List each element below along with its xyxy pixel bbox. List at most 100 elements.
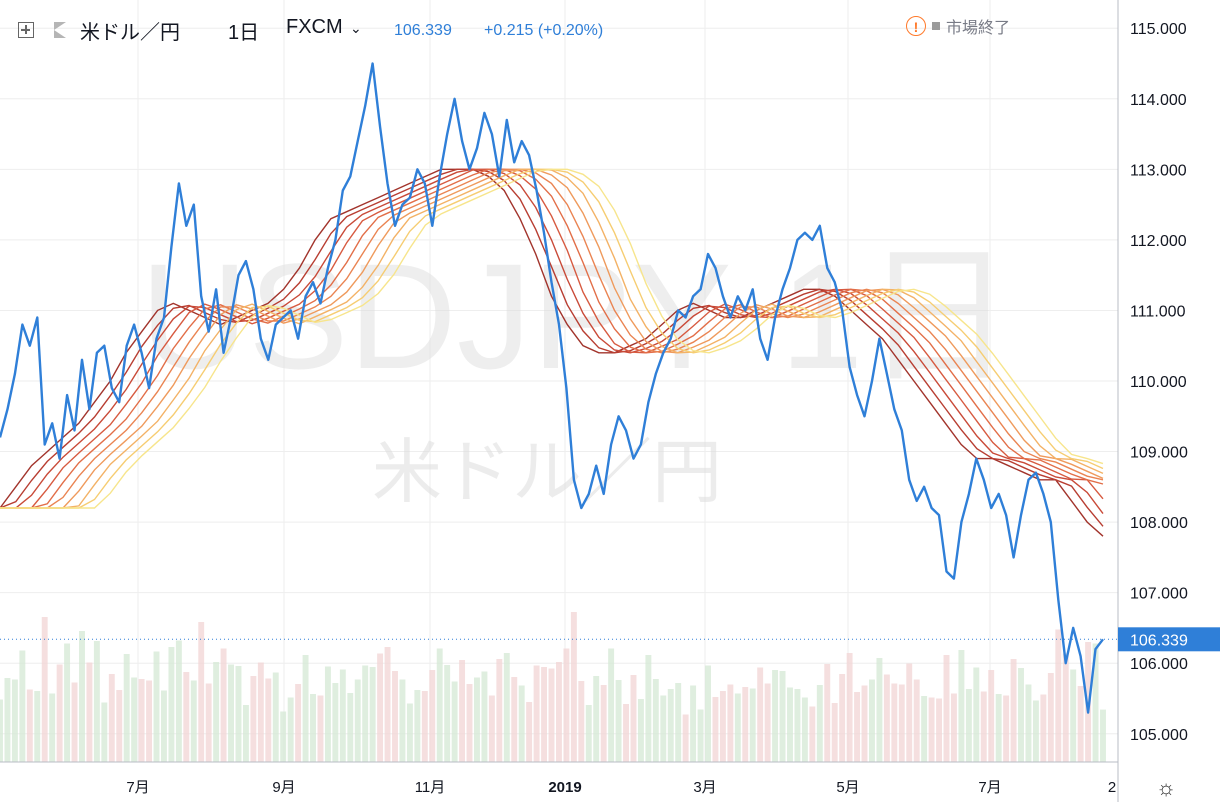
volume-bar xyxy=(883,674,890,762)
volume-bar xyxy=(205,683,212,762)
volume-bar xyxy=(421,691,428,762)
volume-bar xyxy=(108,674,115,762)
volume-bar xyxy=(198,622,205,762)
x-tick-label: 7月 xyxy=(978,779,1001,796)
volume-bar xyxy=(891,683,898,762)
volume-bar xyxy=(384,647,391,762)
volume-bar xyxy=(719,691,726,762)
volume-bar xyxy=(734,693,741,762)
volume-bar xyxy=(906,663,913,762)
price-series xyxy=(0,62,1104,714)
volume-bar xyxy=(712,697,719,762)
y-tick-label: 115.000 xyxy=(1130,21,1187,38)
volume-bar xyxy=(1070,669,1077,762)
volume-bar xyxy=(742,687,749,762)
status-square-icon xyxy=(931,22,940,30)
chart-header: 米ドル／円 1日 FXCM ⌄ 106.339 +0.215 (+0.20%) … xyxy=(0,0,1118,60)
volume-bar xyxy=(697,709,704,762)
volume-bar xyxy=(242,705,249,762)
y-tick-label: 108.000 xyxy=(1130,515,1188,532)
ma-ribbon xyxy=(0,168,1104,537)
chevron-down-icon[interactable]: ⌄ xyxy=(350,20,362,36)
volume-bar xyxy=(235,666,242,762)
volume-bar xyxy=(660,695,667,762)
volume-bar xyxy=(667,689,674,762)
volume-bar xyxy=(19,650,26,762)
volume-bar xyxy=(369,667,376,762)
volume-bar xyxy=(41,617,48,762)
volume-bar xyxy=(228,664,234,762)
y-tick-label: 111.000 xyxy=(1130,303,1186,320)
volume-bar xyxy=(138,679,145,762)
volume-bar xyxy=(809,706,816,762)
volume-bar xyxy=(0,699,3,762)
watermark-interval: 1日 xyxy=(780,232,1013,400)
volume-bar xyxy=(637,699,644,762)
volume-bar xyxy=(988,670,995,762)
flag-icon xyxy=(54,22,66,38)
volume-bar xyxy=(354,679,361,762)
volume-bar xyxy=(801,697,808,762)
volume-bar xyxy=(444,665,451,762)
y-tick-label: 107.000 xyxy=(1130,586,1188,603)
volume-bar xyxy=(600,685,607,762)
volume-bar xyxy=(302,655,309,762)
volume-bar xyxy=(563,648,570,762)
volume-bar xyxy=(265,678,272,762)
volume-bar xyxy=(496,659,503,762)
volume-bar xyxy=(1040,694,1047,762)
volume-bar xyxy=(399,679,406,762)
volume-bar xyxy=(1100,709,1106,762)
volume-bar xyxy=(898,684,905,762)
volume-bar xyxy=(1018,668,1024,762)
volume-bar xyxy=(183,672,190,762)
y-tick-label: 112.000 xyxy=(1130,233,1187,250)
volume-bar xyxy=(474,677,480,762)
volume-bar xyxy=(936,698,943,762)
volume-bar xyxy=(56,664,63,762)
x-tick-label: 3月 xyxy=(693,779,716,796)
warning-icon[interactable]: ! xyxy=(905,16,926,36)
watermark: USDJPY 1日 米ドル／円 xyxy=(140,232,1013,513)
volume-bar xyxy=(362,665,369,762)
exchange-label[interactable]: FXCM xyxy=(286,16,343,38)
volume-bar xyxy=(779,671,786,762)
volume-bar xyxy=(839,674,846,762)
settings-gear-icon[interactable]: ☼ xyxy=(1156,775,1177,800)
volume-bars xyxy=(0,612,1106,762)
volume-bar xyxy=(950,693,957,762)
symbol-label[interactable]: 米ドル／円 xyxy=(80,22,180,44)
volume-bar xyxy=(79,631,85,762)
volume-bar xyxy=(816,685,823,762)
volume-bar xyxy=(213,662,220,762)
volume-bar xyxy=(787,687,793,762)
volume-bar xyxy=(1062,653,1069,762)
volume-bar xyxy=(347,693,354,762)
volume-bar xyxy=(257,662,264,762)
x-tick-label: 9月 xyxy=(272,779,295,796)
interval-label[interactable]: 1日 xyxy=(228,22,260,44)
volume-bar xyxy=(1092,643,1099,762)
volume-bar xyxy=(116,690,123,762)
volume-bar xyxy=(466,684,473,762)
volume-bar xyxy=(593,676,600,762)
volume-bar xyxy=(831,703,838,762)
price-change: +0.215 (+0.20%) xyxy=(484,22,604,39)
ma-line xyxy=(0,168,1104,509)
volume-bar xyxy=(1085,642,1092,762)
volume-bar xyxy=(280,711,287,762)
volume-bar xyxy=(578,681,585,762)
volume-bar xyxy=(1077,686,1084,762)
ma-line xyxy=(0,168,1104,515)
volume-bar xyxy=(511,677,518,762)
volume-bar xyxy=(973,667,980,762)
volume-bar xyxy=(160,690,167,762)
volume-bar xyxy=(555,662,562,762)
watermark-description: 米ドル／円 xyxy=(372,431,722,513)
ma-line xyxy=(0,168,1104,509)
expand-icon[interactable] xyxy=(18,22,34,38)
x-tick-label: 11月 xyxy=(415,779,446,796)
volume-bar xyxy=(615,680,622,762)
y-tick-label: 105.000 xyxy=(1130,727,1188,744)
